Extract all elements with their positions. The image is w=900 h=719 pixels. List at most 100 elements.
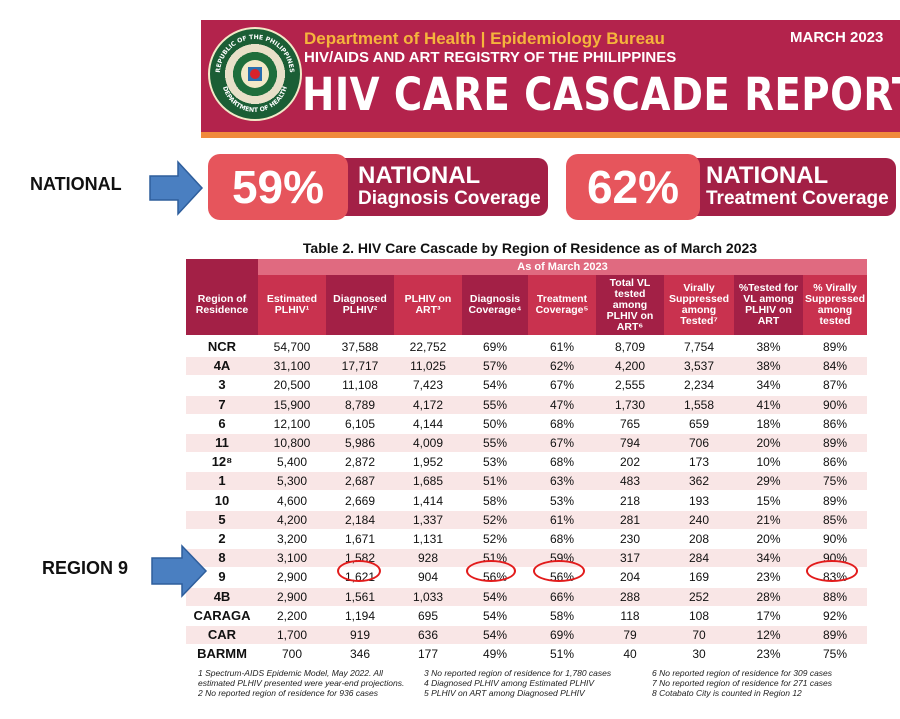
table-cell: 8,709 (614, 340, 646, 354)
diagnosis-coverage-label-box: NATIONAL Diagnosis Coverage (326, 158, 548, 216)
table-cell: 706 (688, 436, 710, 450)
report-date: MARCH 2023 (790, 29, 884, 46)
highlight-circle-diagnosis-coverage (466, 560, 516, 582)
table-cell: 6,105 (344, 416, 376, 431)
table-cell: 765 (619, 416, 641, 431)
table-cell: 12,100 (273, 416, 311, 431)
table-cell: 794 (619, 436, 641, 450)
table-cell: 84% (822, 359, 848, 374)
table-cell: 2,900 (276, 570, 308, 585)
seal-bottom-text: DEPARTMENT OF HEALTH (221, 86, 289, 115)
table-cell: 85% (822, 512, 848, 527)
table-title: Table 2. HIV Care Cascade by Region of R… (302, 240, 758, 256)
table-row: 10 4,600 2,669 1,414 58% 53% 218 193 15% 89% (186, 492, 867, 510)
table-cell: 1,685 (412, 474, 444, 489)
table-cell: 4,600 (276, 493, 308, 508)
table-cell: 108 (688, 608, 710, 623)
table-cell: 58% (482, 493, 508, 508)
table-cell: 659 (688, 416, 710, 431)
region-cell: 8 (218, 550, 226, 566)
table-row: NCR 54,700 37,588 22,752 69% 61% 8,709 7,754 38%… (186, 338, 867, 356)
table-cell: 34% (756, 551, 781, 566)
treatment-coverage-percent: 62% (566, 154, 700, 220)
table-cell: 5,300 (276, 474, 308, 489)
footnote: 7 No reported region of residence for 27… (652, 678, 833, 688)
region-cell: BARMM (197, 646, 247, 662)
table-cell: 288 (619, 589, 641, 604)
table-cell: 317 (619, 551, 641, 566)
table-cell: 68% (549, 416, 575, 431)
table-cell: 284 (688, 551, 710, 566)
table-cell: 1,730 (614, 397, 646, 412)
table-cell: 49% (482, 647, 508, 662)
card-line1: NATIONAL (706, 162, 829, 189)
table-cell: 20,500 (273, 378, 311, 393)
region-cell: CAR (207, 627, 237, 642)
table-cell: 38% (756, 340, 781, 354)
table-cell: 38% (756, 359, 781, 374)
region-cell: 1 (218, 473, 226, 489)
table-cell: 1,194 (344, 608, 376, 623)
table-cell: 53% (549, 493, 575, 508)
national-arrow-icon (149, 160, 204, 216)
table-cell: 52% (482, 512, 508, 527)
column-header: Total VL tested among PLHIV on ART⁶ (596, 275, 664, 335)
table-cell: 4,009 (412, 436, 444, 450)
table-row: 4B 2,900 1,561 1,033 54% 66% 288 252 28% 88% (186, 587, 867, 606)
region-cell: 4B (213, 588, 231, 604)
table-row: 4A 31,100 17,717 11,025 57% 62% 4,200 3,537 38% 8… (186, 357, 867, 376)
region-cell: 12⁸ (211, 454, 233, 470)
treatment-coverage-label-box: NATIONAL Treatment Coverage (676, 158, 896, 216)
column-header: % Virally Suppressed among tested (803, 275, 867, 335)
table-cell: 636 (417, 628, 439, 642)
table-cell: 5,400 (276, 455, 308, 470)
table-cell: 67% (549, 436, 575, 450)
table-cell: 2,200 (276, 608, 308, 623)
footnote: 1 Spectrum-AIDS Epidemic Model, May 2022… (198, 668, 383, 678)
table-cell: 20% (756, 436, 781, 450)
column-header: Diagnosis Coverage⁴ (462, 275, 528, 335)
region-cell: NCR (207, 339, 237, 354)
table-cell: 1,671 (344, 532, 376, 546)
table-cell: 346 (349, 647, 371, 662)
table-cell: 20% (756, 532, 781, 546)
table-cell: 70 (692, 628, 706, 642)
table-cell: 79 (623, 628, 637, 642)
table-cell: 2,555 (614, 378, 646, 393)
column-header: Treatment Coverage⁵ (528, 275, 596, 335)
table-cell: 61% (549, 512, 575, 527)
table-cell: 54,700 (273, 340, 311, 354)
table-cell: 208 (688, 532, 710, 546)
table-cell: 87% (822, 378, 848, 393)
table-cell: 3,200 (276, 532, 308, 546)
table-cell: 483 (619, 474, 641, 489)
highlight-circle-suppression (806, 560, 858, 582)
diagnosis-coverage-percent: 59% (208, 154, 348, 220)
table-cell: 54% (482, 378, 508, 393)
table-cell: 86% (822, 455, 848, 470)
table-cell: 89% (822, 340, 848, 354)
table-cell: 23% (756, 570, 781, 585)
table-cell: 75% (822, 647, 848, 662)
table-cell: 2,234 (683, 378, 715, 393)
column-header: PLHIV on ART³ (394, 275, 462, 335)
table-cell: 21% (756, 512, 781, 527)
table-row: 8 3,100 1,582 928 51% 59% 317 284 34% 90% (186, 549, 867, 568)
region-cell: 11 (215, 435, 229, 450)
region-cell: 7 (218, 396, 226, 412)
table-cell: 29% (756, 474, 781, 489)
table-row: 2 3,200 1,671 1,131 52% 68% 230 208 20% 90% (186, 530, 867, 548)
table-cell: 173 (688, 455, 710, 470)
column-header: Virally Suppressed among Tested⁷ (664, 275, 734, 335)
table-cell: 51% (482, 474, 508, 489)
table-row: CARAGA 2,200 1,194 695 54% 58% 118 108 17% 92% (186, 607, 867, 625)
table-row: 5 4,200 2,184 1,337 52% 61% 281 240 21% 85% (186, 510, 867, 529)
table-row: 12⁸ 5,400 2,872 1,952 53% 68% 202 173 10% 86% (186, 453, 867, 471)
table-cell: 75% (822, 474, 848, 489)
column-header: Region of Residence (186, 275, 258, 335)
region-9-arrow-icon (151, 544, 208, 598)
table-cell: 90% (822, 532, 848, 546)
table-cell: 61% (549, 340, 575, 354)
region-cell: 9 (218, 569, 226, 585)
table-cell: 53% (482, 455, 508, 470)
